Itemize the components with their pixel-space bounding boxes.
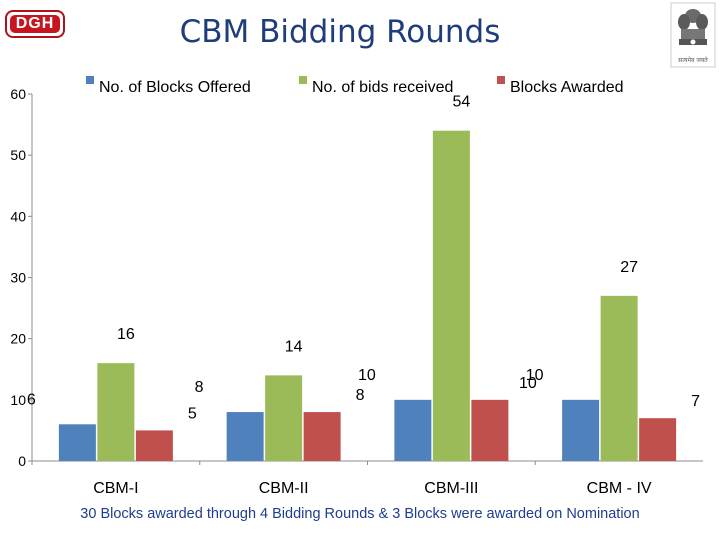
legend-swatch (299, 76, 307, 84)
legend-label: Blocks Awarded (510, 79, 624, 96)
data-label: 6 (27, 391, 36, 408)
bar (394, 399, 432, 461)
legend: No. of Blocks Offered No. of bids receive… (86, 76, 624, 96)
bar (97, 363, 135, 461)
bars-layer (58, 130, 677, 461)
emblem-caption: सत्यमेव जयते (678, 56, 708, 64)
y-tick-label: 30 (10, 270, 26, 286)
dgh-logo-text: DGH (10, 15, 60, 33)
bar (639, 418, 677, 461)
national-emblem-icon: सत्यमेव जयते (670, 2, 716, 68)
data-label: 10 (526, 367, 544, 384)
data-label: 7 (691, 393, 700, 410)
bar (226, 412, 264, 461)
y-tick-label: 10 (10, 392, 26, 408)
bar (58, 424, 96, 461)
bar (432, 130, 470, 461)
legend-swatch (497, 76, 505, 84)
bar (303, 412, 341, 461)
bar (600, 295, 638, 461)
bar (135, 430, 173, 461)
page-title: CBM Bidding Rounds (179, 14, 501, 50)
data-label: 27 (620, 259, 638, 276)
data-label: 8 (195, 379, 204, 396)
y-tick-label: 20 (10, 331, 26, 347)
data-label: 10 (358, 367, 376, 384)
bar (562, 399, 600, 461)
data-label: 16 (117, 326, 135, 343)
y-tick-label: 50 (10, 147, 26, 163)
legend-swatch (86, 76, 94, 84)
data-label: 5 (188, 405, 197, 422)
x-category-label: CBM-I (93, 480, 138, 497)
x-category-label: CBM - IV (587, 480, 652, 497)
x-category-label: CBM-II (259, 480, 309, 497)
y-tick-label: 0 (18, 453, 26, 469)
data-label: 14 (285, 338, 303, 355)
y-tick-label: 60 (10, 86, 26, 102)
bar (265, 375, 303, 461)
legend-label: No. of Blocks Offered (99, 79, 251, 96)
dgh-logo: DGH (5, 10, 65, 38)
legend-label: No. of bids received (312, 79, 453, 96)
data-label: 8 (356, 387, 365, 404)
x-category-label: CBM-III (424, 480, 478, 497)
y-tick-label: 40 (10, 208, 26, 224)
data-label: 10 (519, 375, 537, 392)
footnote: 30 Blocks awarded through 4 Bidding Roun… (80, 506, 640, 522)
bar (471, 399, 509, 461)
data-label: 54 (452, 94, 470, 111)
